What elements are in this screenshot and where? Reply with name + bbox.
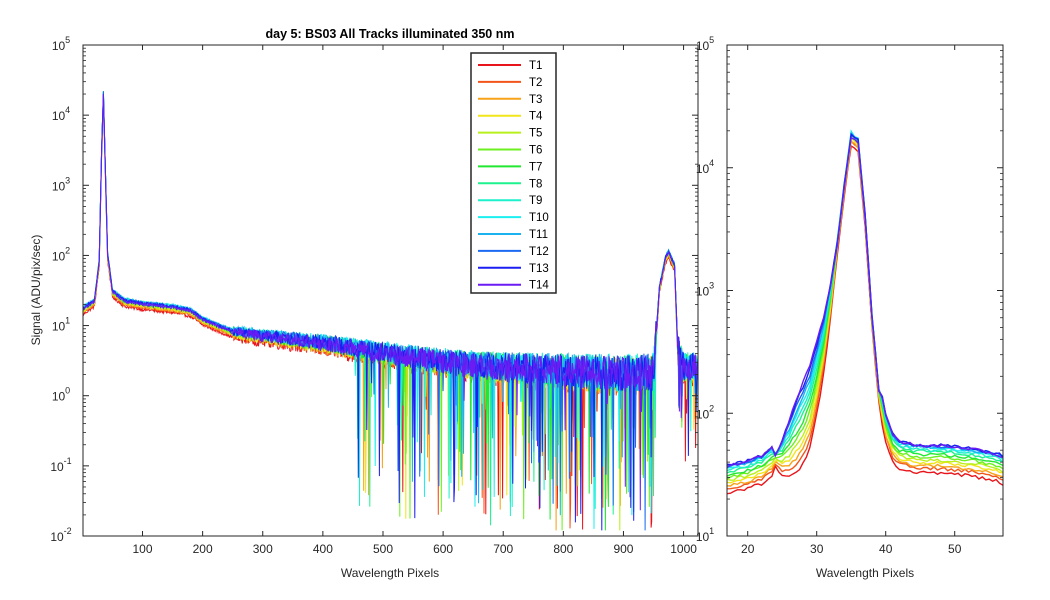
main-plot: 100 200 300 400 500 600 700 800 900 1000 10-2 10-1 1… [29, 27, 699, 580]
main-y-tick-label: 10-1 [50, 456, 71, 474]
main-series-line-t14 [83, 94, 698, 511]
legend-label-t5: T5 [529, 128, 542, 140]
main-x-tick-label: 800 [553, 542, 573, 556]
main-y-tick-label: 105 [52, 35, 70, 53]
legend-label-t3: T3 [529, 94, 542, 106]
main-x-axis-label: Wavelength Pixels [341, 566, 439, 580]
legend-label-t12: T12 [529, 246, 549, 258]
zoom-y-tick-label: 101 [696, 526, 714, 544]
main-x-tick-label: 200 [193, 542, 213, 556]
zoom-series-line-t14 [727, 136, 1003, 469]
legend-box [470, 52, 557, 294]
zoom-x-tick-label: 20 [741, 542, 755, 556]
zoom-y-tick-label: 104 [696, 158, 714, 176]
legend-label-t8: T8 [529, 178, 542, 190]
legend-label-t7: T7 [529, 161, 542, 173]
main-y-tick-label: 102 [52, 245, 70, 263]
main-series-lines [83, 90, 698, 531]
main-chart-title: day 5: BS03 All Tracks illuminated 350 n… [266, 27, 515, 41]
main-x-tick-label: 100 [133, 542, 153, 556]
zoom-plot: 20 30 40 50 101 102 103 104 105 Wavelength Pixel… [696, 35, 1004, 580]
main-x-tick-label: 400 [313, 542, 333, 556]
zoom-x-tick-label: 40 [879, 542, 893, 556]
legend-label-t4: T4 [529, 111, 543, 123]
legend-label-t10: T10 [529, 212, 549, 224]
legend: T1 T2 T3 T4 T5 T6 T7 T8 T9 T10 T11 T12 T13 T14 [470, 52, 557, 294]
main-y-tick-label: 100 [52, 386, 70, 404]
legend-label-t13: T13 [529, 263, 549, 275]
zoom-plot-area [727, 45, 1003, 536]
zoom-y-tick-label: 103 [696, 281, 714, 299]
legend-items: T1 T2 T3 T4 T5 T6 T7 T8 T9 T10 T11 T12 T13 T14 [478, 60, 549, 292]
legend-label-t6: T6 [529, 145, 542, 157]
legend-label-t11: T11 [529, 229, 548, 241]
zoom-plot-frame [726, 44, 1004, 537]
zoom-y-tick-label: 102 [696, 403, 714, 421]
zoom-series-lines [727, 129, 1003, 495]
main-x-tick-label: 700 [493, 542, 513, 556]
main-y-tick-label: 101 [52, 316, 70, 334]
legend-label-t2: T2 [529, 77, 542, 89]
legend-label-t9: T9 [529, 195, 542, 207]
legend-label-t14: T14 [529, 280, 549, 292]
legend-label-t1: T1 [529, 60, 542, 72]
main-y-tick-label: 104 [52, 105, 70, 123]
main-x-tick-label: 500 [373, 542, 393, 556]
main-y-axis-label: Signal (ADU/pix/sec) [29, 235, 43, 346]
zoom-x-tick-label: 50 [948, 542, 962, 556]
zoom-axes: 20 30 40 50 101 102 103 104 105 [696, 35, 1003, 556]
main-y-tick-label: 103 [52, 175, 70, 193]
main-x-tick-label: 900 [613, 542, 633, 556]
main-plot-frame [82, 44, 699, 537]
main-x-tick-label: 300 [253, 542, 273, 556]
main-y-tick-label: 10-2 [50, 526, 71, 544]
zoom-x-tick-label: 30 [810, 542, 824, 556]
zoom-y-tick-label: 105 [696, 35, 714, 53]
main-x-tick-label: 1000 [670, 542, 697, 556]
main-x-tick-label: 600 [433, 542, 453, 556]
zoom-x-axis-label: Wavelength Pixels [816, 566, 914, 580]
